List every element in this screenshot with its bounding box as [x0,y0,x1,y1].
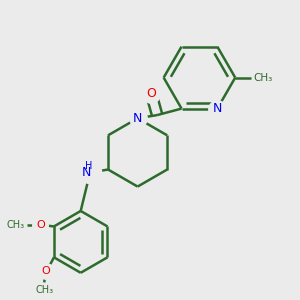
Text: O: O [36,220,45,230]
Text: N: N [213,102,222,115]
Text: CH₃: CH₃ [254,73,273,82]
Text: CH₃: CH₃ [35,285,53,295]
Text: CH₃: CH₃ [7,220,25,230]
Text: O: O [146,88,156,100]
Text: H: H [85,160,93,171]
Text: N: N [133,112,142,125]
Text: O: O [42,266,50,276]
Text: N: N [82,166,92,178]
